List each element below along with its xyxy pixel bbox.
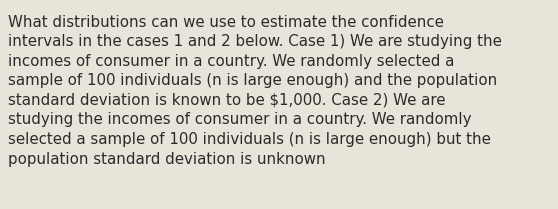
Text: What distributions can we use to estimate the confidence
intervals in the cases : What distributions can we use to estimat… xyxy=(8,15,502,167)
